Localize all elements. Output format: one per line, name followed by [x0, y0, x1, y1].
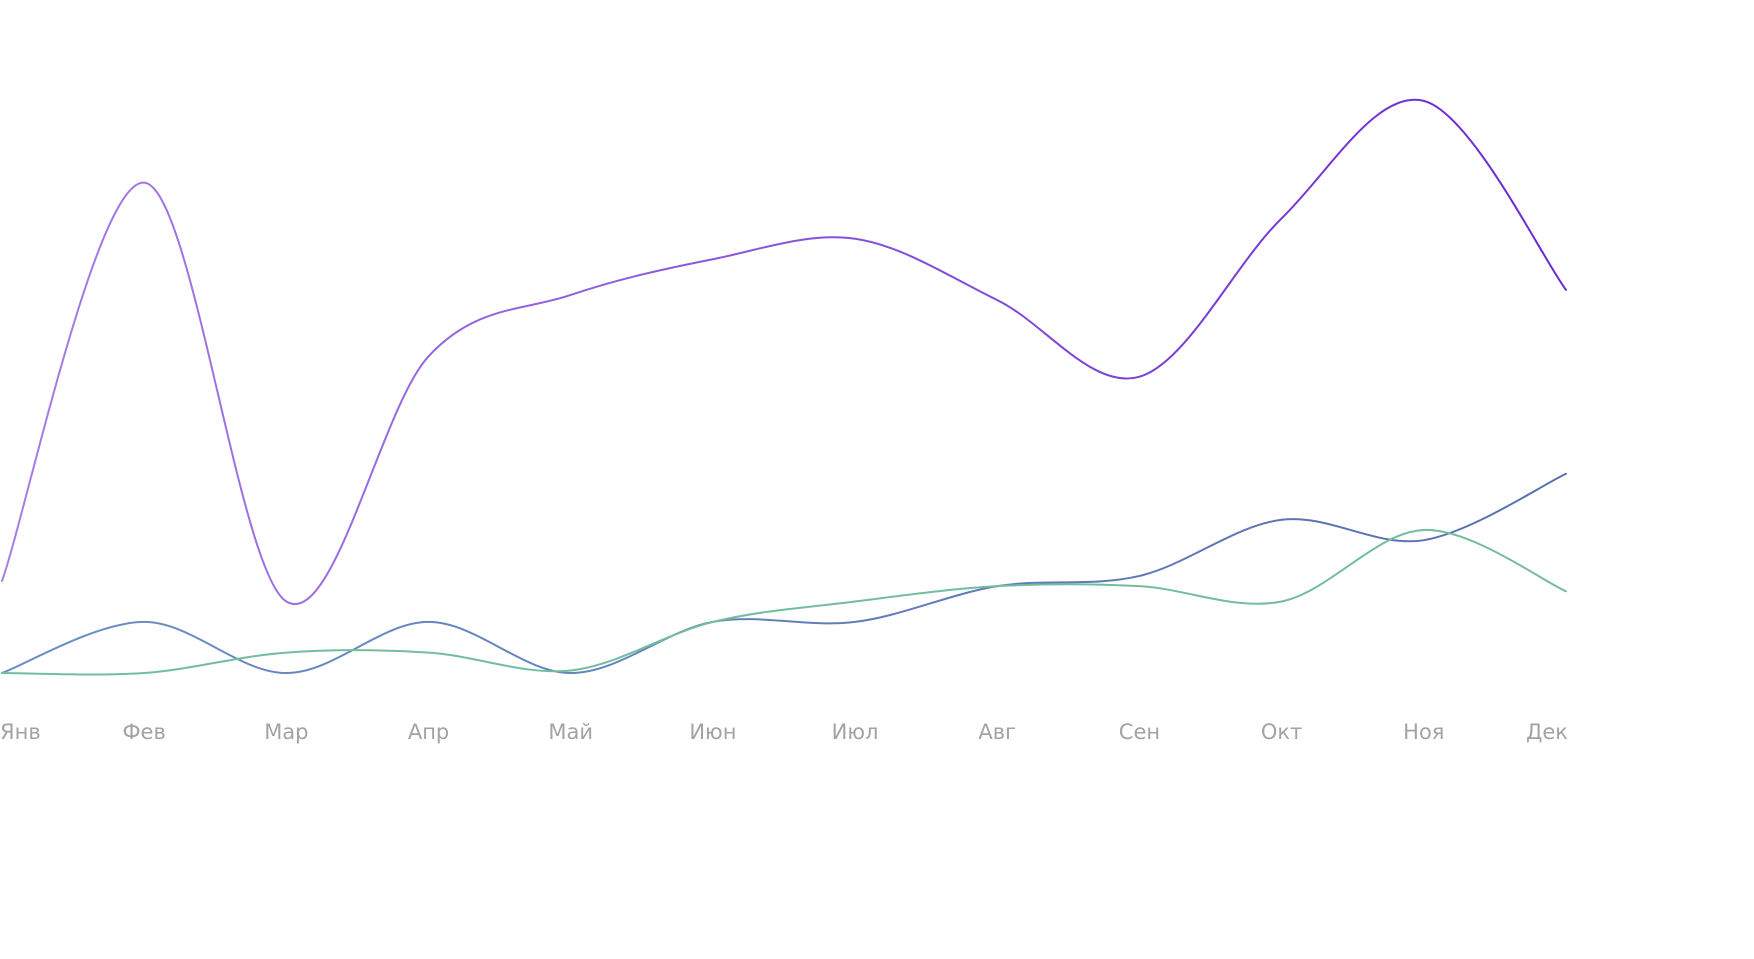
x-tick-label: Дек: [1526, 720, 1568, 744]
x-tick-label: Сен: [1119, 720, 1160, 744]
series-line-3: [1, 528, 1567, 676]
x-tick-label: Апр: [408, 720, 449, 744]
x-tick-label: Авг: [978, 720, 1016, 744]
x-tick-label: Фев: [122, 720, 165, 744]
x-axis: Янв Фев Мар Апр Май Июн Июл Авг Сен Окт Ноя Дек: [0, 720, 1568, 744]
x-tick-label: Янв: [0, 720, 41, 744]
x-tick-label: Июн: [689, 720, 736, 744]
series-line-2: [1, 472, 1567, 674]
x-tick-label: Окт: [1261, 720, 1302, 744]
series-line-1: [1, 98, 1567, 606]
series-layer: [1, 98, 1567, 676]
x-tick-label: Мар: [264, 720, 308, 744]
x-tick-label: Июл: [832, 720, 879, 744]
x-tick-label: Май: [548, 720, 593, 744]
x-tick-label: Ноя: [1403, 720, 1444, 744]
